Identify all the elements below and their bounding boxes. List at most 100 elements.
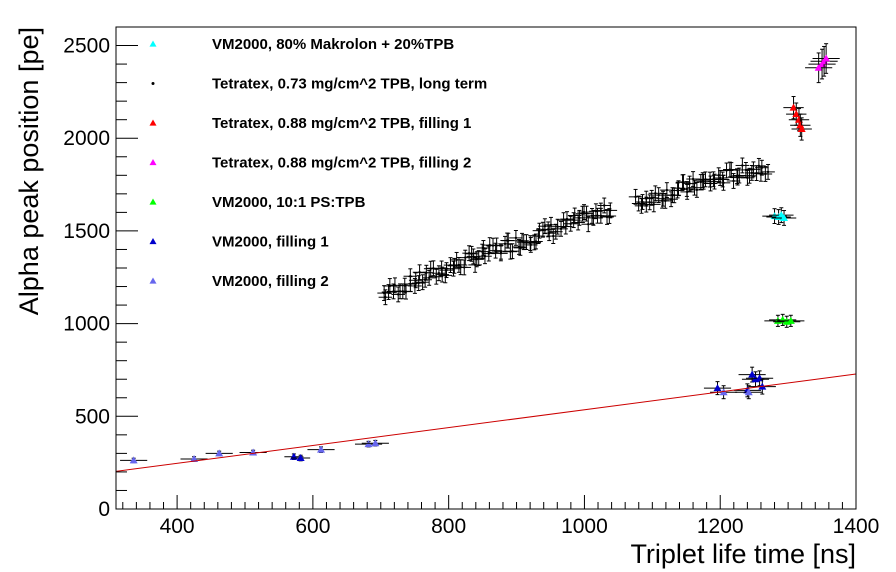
data-point <box>814 63 823 71</box>
data-point <box>457 263 461 267</box>
data-point <box>585 212 588 215</box>
legend-entry: Tetratex, 0.88 mg/cm^2 TPB, filling 2 <box>212 155 471 172</box>
data-point <box>559 227 563 231</box>
data-point <box>404 290 408 293</box>
data-point <box>455 258 458 262</box>
legend-marker <box>149 198 157 205</box>
x-tick-label: 400 <box>160 515 195 538</box>
series-4 <box>284 366 776 462</box>
data-point <box>409 282 412 286</box>
data-point <box>702 180 705 183</box>
x-axis-title: Triplet life time [ns] <box>630 539 856 569</box>
data-point <box>693 186 696 189</box>
data-point <box>397 293 400 296</box>
axis-ticks-layer: 400 600 800 1000 1200 1400 0 500 1000 1500 2000 250… <box>63 26 879 538</box>
data-point <box>722 181 725 185</box>
data-point <box>665 188 669 192</box>
fit-line-layer <box>115 373 857 472</box>
data-point <box>730 168 733 172</box>
data-point <box>764 172 767 176</box>
data-point <box>481 250 484 253</box>
data-point <box>520 239 524 242</box>
data-point <box>495 244 498 247</box>
data-point <box>661 197 665 200</box>
data-point <box>483 255 487 258</box>
data-point <box>709 182 712 185</box>
data-point <box>603 204 606 207</box>
legend-entry: Tetratex, 0.88 mg/cm^2 TPB, filling 1 <box>212 115 471 132</box>
fit-line <box>115 373 857 472</box>
series-2 <box>805 43 840 84</box>
data-point <box>609 209 612 212</box>
data-point <box>652 203 655 206</box>
data-point <box>511 249 514 253</box>
data-point <box>786 316 795 324</box>
data-point <box>543 224 547 228</box>
data-point <box>475 258 478 261</box>
data-point <box>688 182 691 185</box>
data-point <box>599 214 603 217</box>
data-point <box>732 179 735 183</box>
data-points-layer <box>120 43 840 464</box>
data-point <box>780 213 789 221</box>
y-tick-label: 2000 <box>63 127 110 150</box>
data-point <box>746 176 749 180</box>
data-point <box>822 54 831 62</box>
data-point <box>741 164 744 167</box>
data-point <box>760 166 764 169</box>
data-point <box>514 236 518 240</box>
data-point <box>664 199 667 203</box>
data-point <box>717 174 720 177</box>
legend-entry: VM2000, 10:1 PS:TPB <box>212 194 366 211</box>
data-point <box>503 242 507 246</box>
data-point <box>437 272 441 275</box>
legend-marker <box>149 159 157 166</box>
data-point <box>576 221 580 224</box>
data-point <box>534 240 538 243</box>
data-point <box>552 234 555 238</box>
data-point <box>569 222 572 225</box>
x-tick-label: 800 <box>431 515 466 538</box>
data-point <box>464 256 467 259</box>
y-tick-label: 500 <box>75 405 110 428</box>
series-0 <box>762 207 797 226</box>
data-point <box>695 188 699 192</box>
data-point <box>792 110 801 118</box>
data-point <box>556 225 559 228</box>
y-tick-label: 1500 <box>63 220 110 243</box>
data-point <box>554 230 558 233</box>
data-point <box>371 439 380 447</box>
data-point <box>445 268 448 272</box>
data-point <box>718 176 722 180</box>
data-point <box>477 256 480 260</box>
data-point <box>435 275 438 278</box>
x-tick-label: 1200 <box>697 515 744 538</box>
data-point <box>648 201 651 204</box>
data-point <box>657 193 660 197</box>
data-point <box>425 271 428 274</box>
data-point <box>414 279 417 282</box>
data-point <box>748 174 751 177</box>
data-point <box>673 194 676 197</box>
y-tick-label: 2500 <box>63 35 110 58</box>
data-point <box>473 263 477 267</box>
data-point <box>744 388 753 396</box>
data-point <box>691 177 695 181</box>
data-point <box>654 192 657 195</box>
data-point <box>129 456 138 464</box>
data-point <box>507 239 510 242</box>
x-tick-label: 600 <box>295 515 330 538</box>
series-1 <box>783 96 812 141</box>
data-point <box>582 210 586 214</box>
data-point <box>748 370 757 378</box>
data-point <box>645 203 648 206</box>
data-point <box>427 276 431 280</box>
data-point <box>499 252 503 255</box>
data-point <box>637 202 640 205</box>
legend-marker <box>149 238 157 245</box>
legend-entry: VM2000, filling 1 <box>212 234 329 251</box>
x-tick-label: 1000 <box>561 515 608 538</box>
data-point <box>682 180 685 184</box>
